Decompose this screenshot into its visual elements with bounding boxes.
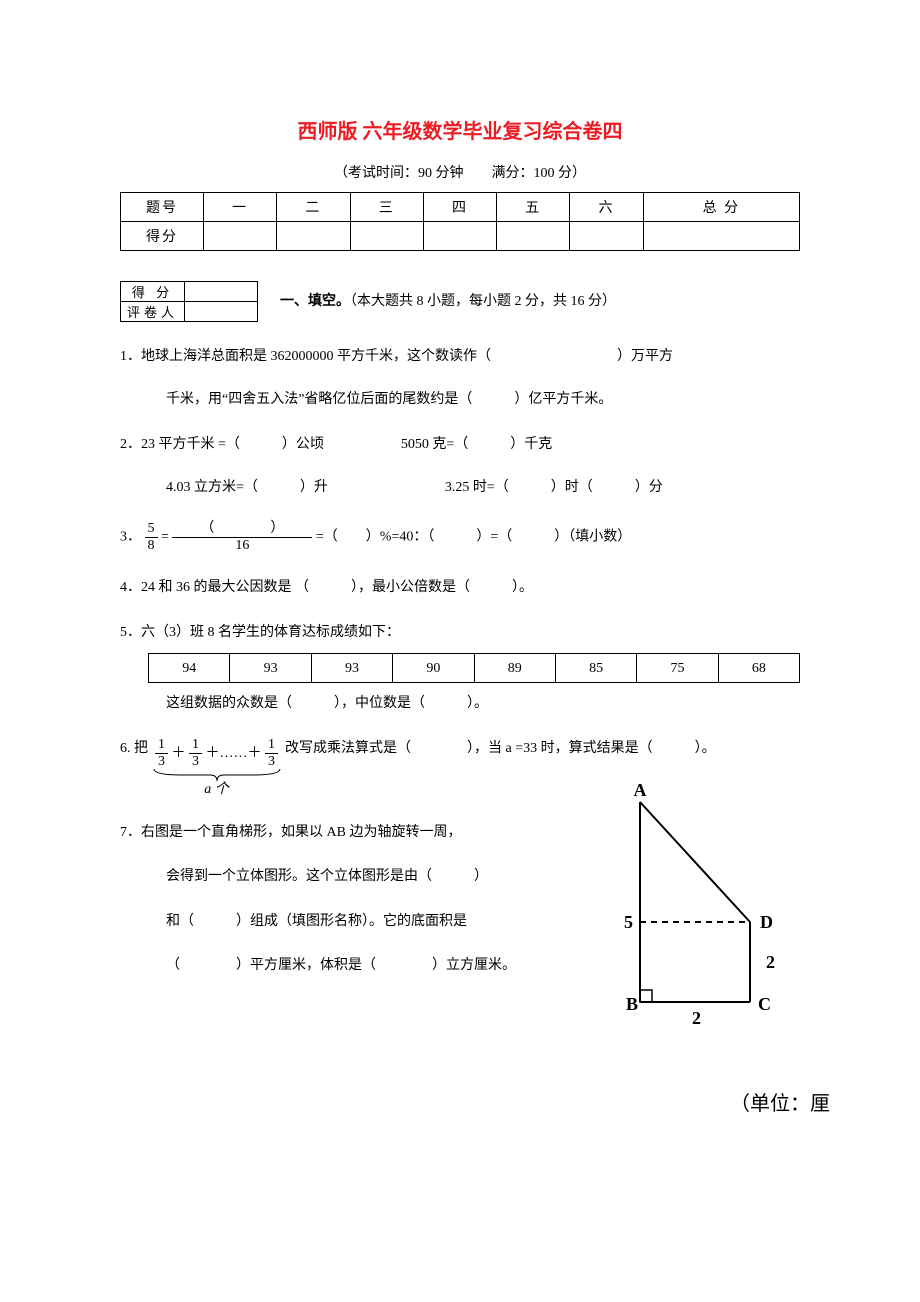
score-blank	[350, 222, 423, 251]
frac-num-blank: （ ）	[172, 522, 312, 538]
grader-score-blank	[185, 282, 258, 302]
q5-cell: 75	[637, 654, 718, 683]
q6-expression: 13 ＋ 13 ＋……＋ 13 a 个	[152, 738, 282, 800]
q2: 2．23 平方千米 =（ ）公顷 5050 克=（ ）千克 4.03 立方米=（…	[120, 434, 800, 498]
frac-den: 16	[172, 538, 312, 553]
q6-lead: 6. 把	[120, 741, 148, 756]
label-A: A	[634, 782, 647, 800]
score-table: 题号 一 二 三 四 五 六 总 分 得分	[120, 192, 800, 251]
trapezoid-diagram: A B C D 5 2 2	[590, 782, 790, 1032]
q7-text: 7．右图是一个直角梯形，如果以 AB 边为轴旋转一周， 会得到一个立体图形。这个…	[120, 822, 520, 978]
score-header-cell: 六	[570, 193, 643, 222]
q7-l2: 会得到一个立体图形。这个立体图形是由（ ）	[166, 866, 520, 888]
q3-tail: =（ ）%=40：（ ）=（ ）（填小数）	[316, 530, 631, 545]
q4: 4．24 和 36 的最大公因数是 （ ），最小公倍数是（ ）。	[120, 577, 800, 598]
score-row-label: 得分	[121, 222, 204, 251]
score-blank	[277, 222, 350, 251]
dots: ＋……＋	[206, 746, 262, 761]
q5-table: 94 93 93 90 89 85 75 68	[148, 653, 800, 683]
q3-lead: 3．	[120, 530, 141, 545]
frac-num: 1	[155, 738, 168, 754]
score-header-cell: 二	[277, 193, 350, 222]
page-title: 西师版 六年级数学毕业复习综合卷四	[120, 115, 800, 144]
score-blank	[570, 222, 643, 251]
q6-frac: 13	[155, 738, 168, 769]
q6-tail: 改写成乘法算式是（ ），当 a =33 时，算式结果是（ ）。	[285, 741, 716, 756]
score-blank	[497, 222, 570, 251]
section-1-heading: 一、填空。（本大题共 8 小题，每小题 2 分，共 16 分）	[280, 294, 616, 309]
score-header-cell: 题号	[121, 193, 204, 222]
plus: ＋	[172, 746, 186, 761]
section-1-note: （本大题共 8 小题，每小题 2 分，共 16 分）	[350, 294, 616, 309]
section-1-title: 一、填空。	[280, 294, 350, 309]
q5-row: 94 93 93 90 89 85 75 68	[149, 654, 800, 683]
q2a: 2．23 平方千米 =（ ）公顷	[120, 437, 324, 452]
score-header-row: 题号 一 二 三 四 五 六 总 分	[121, 193, 800, 222]
q1-line1: 1．地球上海洋总面积是 362000000 平方千米，这个数读作（ ）万平方	[120, 349, 673, 364]
q7-l1: 7．右图是一个直角梯形，如果以 AB 边为轴旋转一周，	[120, 822, 520, 844]
q5-cell: 93	[311, 654, 392, 683]
q1: 1．地球上海洋总面积是 362000000 平方千米，这个数读作（ ）万平方 千…	[120, 346, 800, 410]
frac-num: 5	[145, 522, 158, 538]
score-value-row: 得分	[121, 222, 800, 251]
q3-eq: =	[161, 530, 172, 545]
q6-frac: 13	[189, 738, 202, 769]
frac-den: 3	[189, 754, 202, 769]
q5-cell: 89	[474, 654, 555, 683]
q3-frac1: 5 8	[145, 522, 158, 553]
label-2r: 2	[766, 952, 775, 972]
score-header-cell: 三	[350, 193, 423, 222]
q5-tail: 这组数据的众数是（ ），中位数是（ ）。	[166, 693, 800, 714]
frac-num: 1	[189, 738, 202, 754]
grader-score-label: 得 分	[121, 282, 185, 302]
section-1-header: 得 分 评卷人 一、填空。（本大题共 8 小题，每小题 2 分，共 16 分）	[120, 281, 800, 322]
frac-den: 3	[265, 754, 278, 769]
label-C: C	[758, 994, 771, 1014]
frac-den: 3	[155, 754, 168, 769]
q2c: 4.03 立方米=（ ）升	[166, 480, 328, 495]
q5-lead: 5．六（3）班 8 名学生的体育达标成绩如下：	[120, 625, 400, 640]
label-D: D	[760, 912, 773, 932]
q6-frac: 13	[265, 738, 278, 769]
q3: 3． 5 8 = （ ） 16 =（ ）%=40：（ ）=（ ）（填小数）	[120, 522, 800, 553]
q5-cell: 94	[149, 654, 230, 683]
score-blank	[643, 222, 799, 251]
grader-person-label: 评卷人	[121, 302, 185, 322]
q5: 5．六（3）班 8 名学生的体育达标成绩如下： 94 93 93 90 89 8…	[120, 622, 800, 714]
q7: 7．右图是一个直角梯形，如果以 AB 边为轴旋转一周， 会得到一个立体图形。这个…	[120, 822, 800, 978]
grader-box: 得 分 评卷人	[120, 281, 258, 322]
score-header-cell: 四	[423, 193, 496, 222]
label-5: 5	[624, 912, 633, 932]
q2-row2: 4.03 立方米=（ ）升 3.25 时=（ ）时（ ）分	[166, 477, 800, 498]
q3-frac2: （ ） 16	[172, 522, 312, 553]
q7-l4: （ ）平方厘米，体积是（ ）立方厘米。	[166, 955, 520, 977]
q2b: 5050 克=（ ）千克	[401, 437, 552, 452]
frac-num: 1	[265, 738, 278, 754]
q7-l3: 和（ ）组成（填图形名称）。它的底面积是	[166, 911, 520, 933]
score-header-cell: 总 分	[643, 193, 799, 222]
q5-cell: 93	[230, 654, 311, 683]
score-header-cell: 一	[204, 193, 277, 222]
q5-cell: 85	[555, 654, 636, 683]
label-B: B	[626, 994, 638, 1014]
q6-brace-label: a 个	[152, 779, 282, 800]
score-blank	[423, 222, 496, 251]
q7-figure: A B C D 5 2 2	[590, 782, 830, 1037]
q2d: 3.25 时=（ ）时（ ）分	[445, 480, 663, 495]
exam-meta: （考试时间：90 分钟 满分：100 分）	[120, 162, 800, 182]
score-blank	[204, 222, 277, 251]
exam-page: 西师版 六年级数学毕业复习综合卷四 （考试时间：90 分钟 满分：100 分） …	[0, 0, 920, 1038]
label-2b: 2	[692, 1008, 701, 1028]
grader-person-blank	[185, 302, 258, 322]
q5-cell: 90	[393, 654, 474, 683]
q5-cell: 68	[718, 654, 799, 683]
figure-caption: （单位：厘	[730, 1087, 830, 1116]
q1-line2: 千米，用“四舍五入法”省略亿位后面的尾数约是（ ）亿平方千米。	[166, 389, 800, 410]
score-header-cell: 五	[497, 193, 570, 222]
frac-den: 8	[145, 538, 158, 553]
